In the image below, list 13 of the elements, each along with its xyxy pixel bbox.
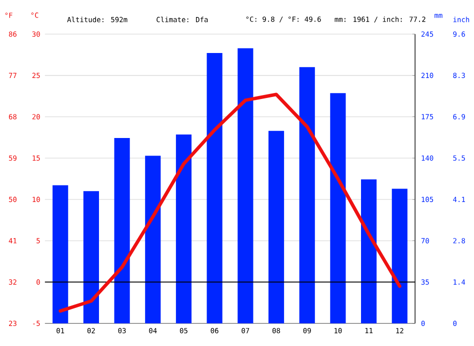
bar xyxy=(114,138,130,324)
bar xyxy=(330,93,346,324)
bar xyxy=(145,156,161,324)
bar xyxy=(206,53,222,324)
bar xyxy=(83,191,99,324)
bar xyxy=(392,188,408,324)
bar xyxy=(238,48,254,324)
bar xyxy=(176,134,192,324)
bar xyxy=(299,67,315,324)
bar xyxy=(268,131,284,324)
bar xyxy=(52,185,68,324)
line-series xyxy=(58,92,402,313)
bar xyxy=(361,179,377,324)
